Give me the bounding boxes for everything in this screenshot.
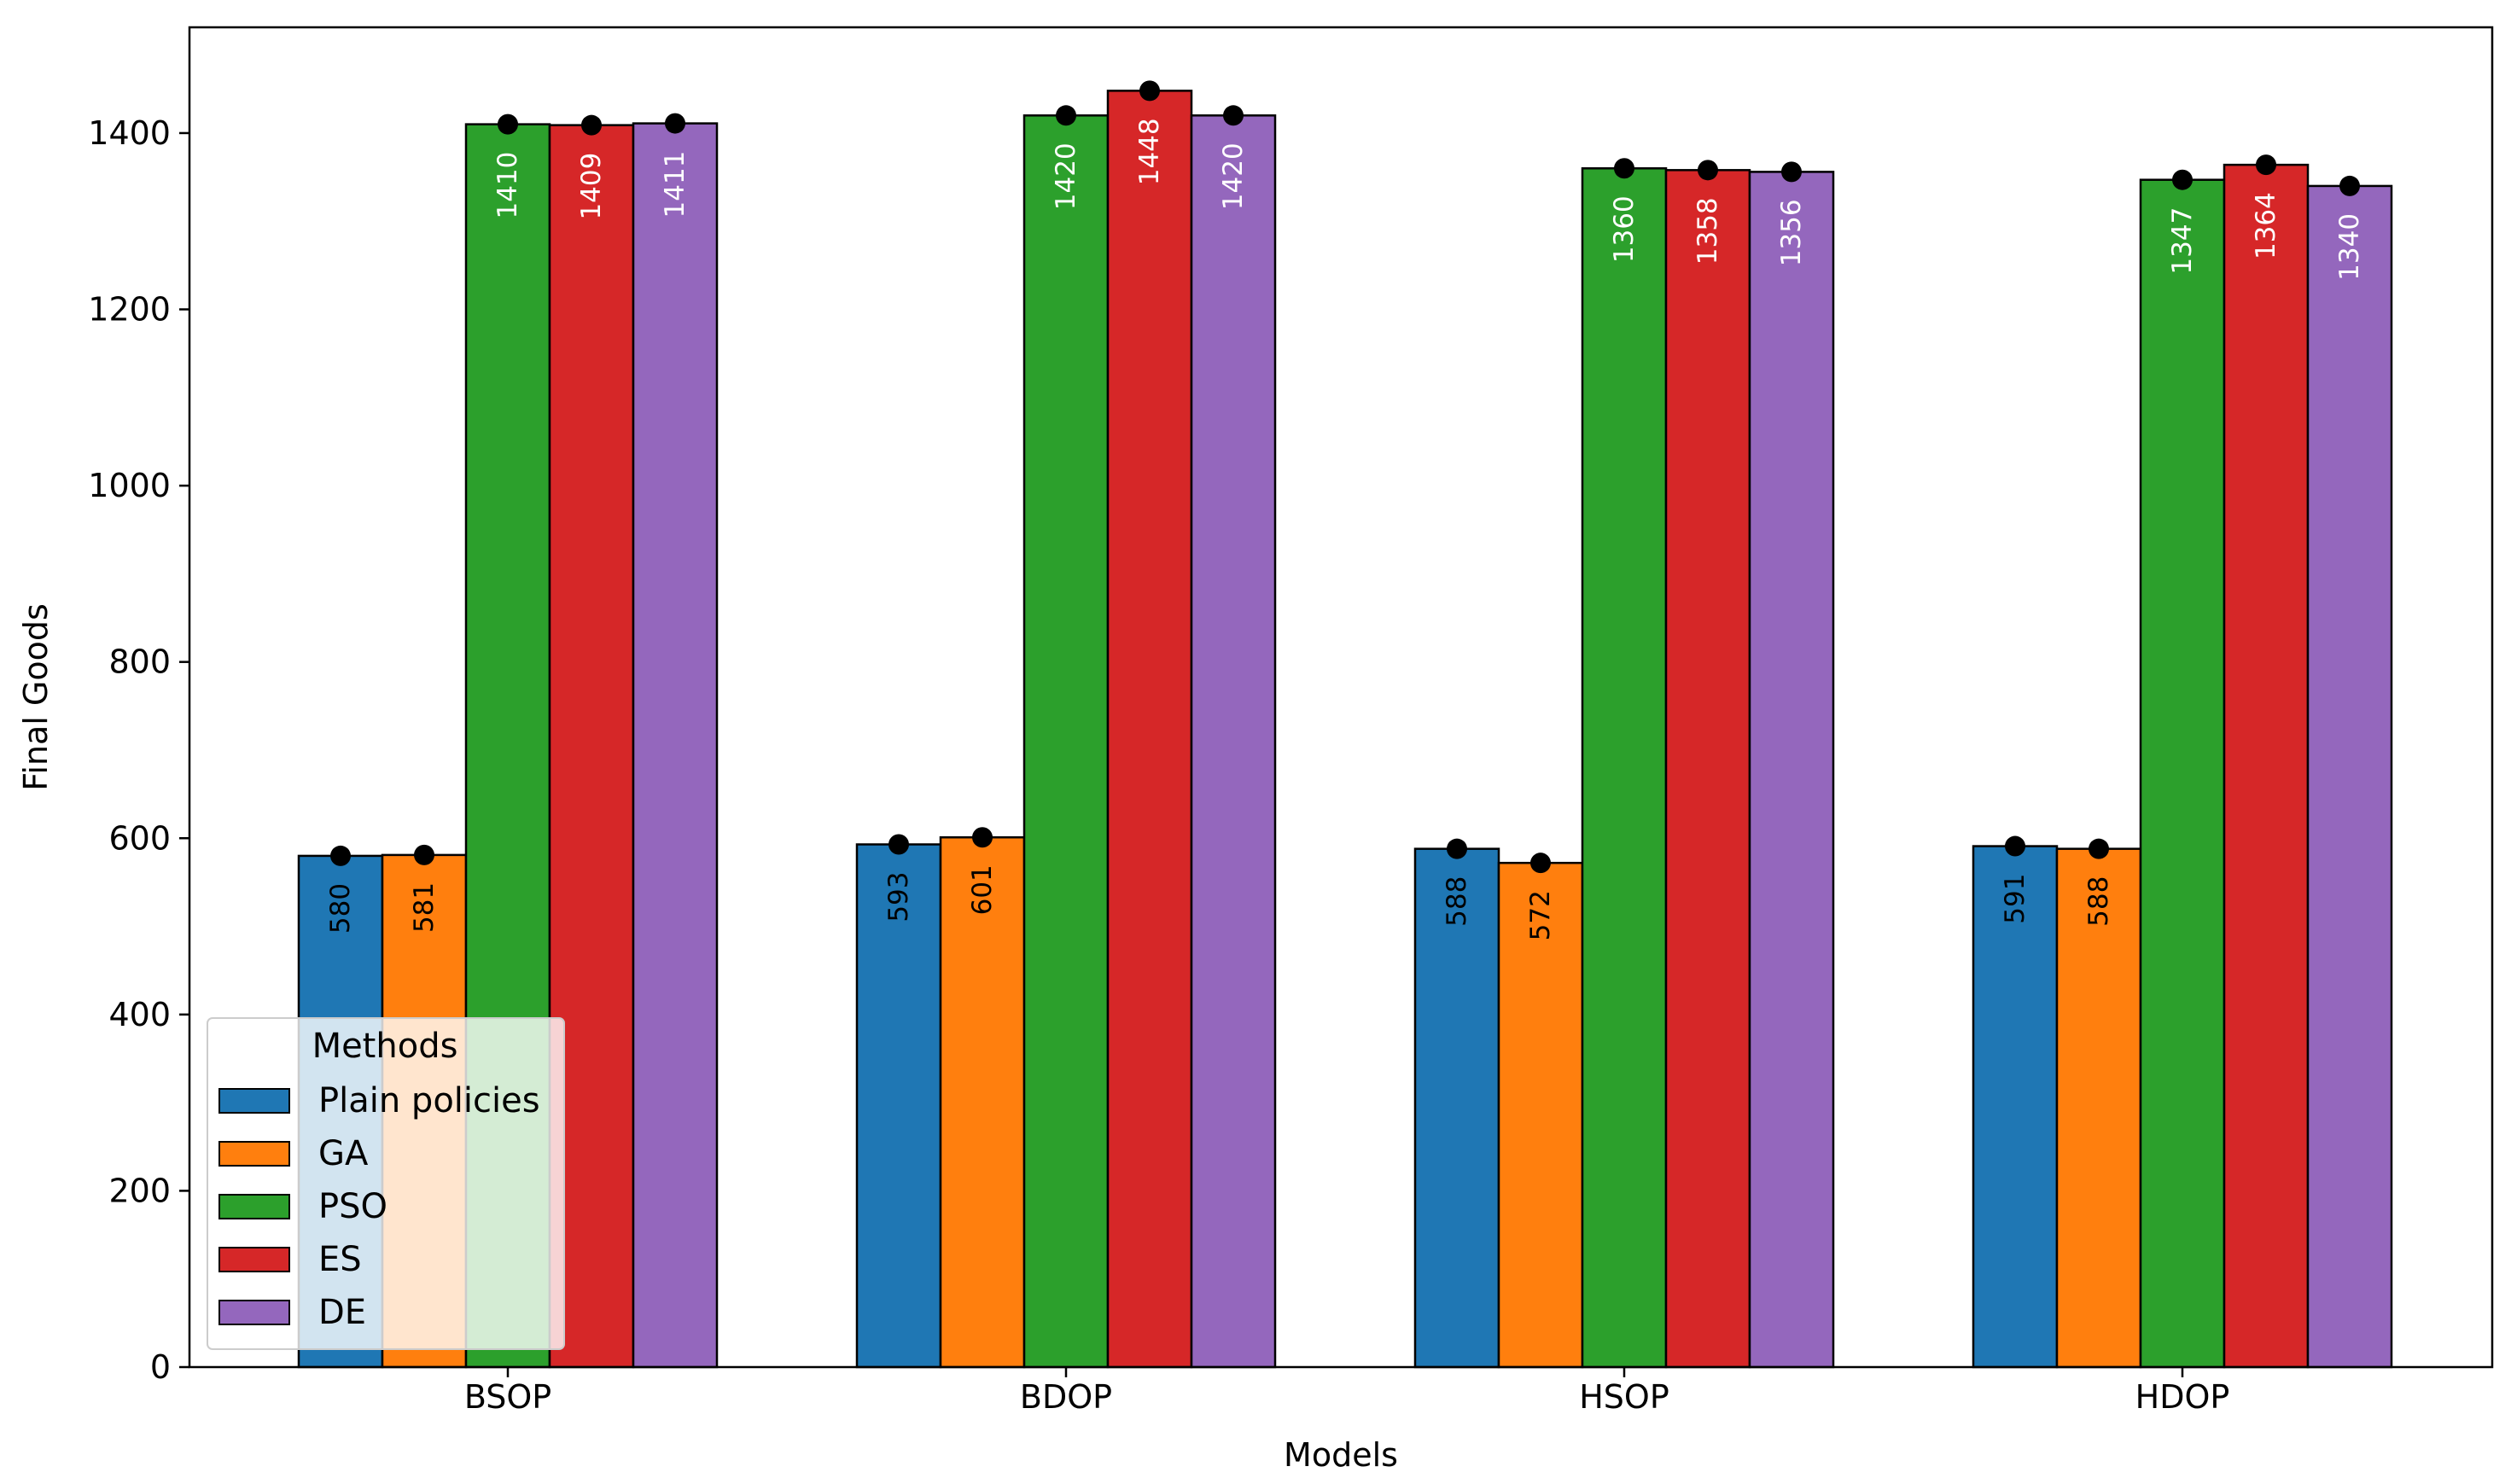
y-tick-label: 600 — [108, 819, 171, 857]
marker-bdop-plain-policies — [888, 834, 909, 855]
x-tick-label: HDOP — [2135, 1378, 2230, 1416]
bar-hdop-plain-policies — [1972, 845, 2059, 1369]
bar-hsop-plain-policies — [1413, 847, 1500, 1369]
bar-value-label: 1420 — [1218, 143, 1249, 210]
bar-value-label: 593 — [883, 871, 914, 922]
y-axis-label: Final Goods — [17, 603, 55, 791]
marker-bdop-ga — [972, 827, 993, 848]
marker-hsop-es — [1698, 160, 1718, 181]
marker-hsop-ga — [1530, 853, 1551, 874]
bar-value-label: 1340 — [2334, 213, 2365, 281]
y-tick-label: 200 — [108, 1172, 171, 1209]
marker-bsop-pso — [498, 113, 518, 135]
marker-hsop-plain-policies — [1447, 838, 1467, 859]
bar-value-label: 1410 — [492, 152, 523, 219]
legend: Methods Plain policies GA PSO ES DE — [207, 1017, 565, 1350]
legend-title: Methods — [312, 1027, 458, 1066]
y-tick-label: 0 — [150, 1348, 171, 1386]
x-axis: BSOP BDOP HSOP HDOP — [464, 1367, 2230, 1416]
bar-value-label: 1409 — [576, 153, 607, 220]
bar-bdop-de — [1190, 114, 1277, 1369]
bar-value-label: 1347 — [2167, 207, 2198, 275]
marker-bsop-ga — [414, 844, 434, 865]
bar-hsop-pso — [1581, 167, 1668, 1369]
bar-value-label: 572 — [1525, 890, 1556, 940]
bar-value-label: 580 — [325, 883, 356, 934]
bar-value-label: 601 — [967, 864, 998, 915]
legend-label: ES — [318, 1240, 362, 1279]
bar-value-label: 591 — [2000, 874, 2030, 924]
marker-bsop-plain-policies — [330, 845, 351, 866]
x-tick-label: BDOP — [1020, 1378, 1112, 1416]
marker-hdop-plain-policies — [2005, 835, 2025, 857]
bars-layer — [297, 90, 2393, 1369]
y-axis: 0 200 400 600 800 1000 1200 1400 — [88, 114, 189, 1386]
legend-swatch-es — [218, 1247, 290, 1272]
legend-box — [207, 1017, 565, 1350]
marker-bdop-pso — [1056, 105, 1076, 126]
legend-label: Plain policies — [318, 1081, 540, 1120]
marker-hsop-de — [1781, 161, 1802, 183]
bar-hdop-es — [2223, 163, 2310, 1369]
y-tick-label: 800 — [108, 643, 171, 681]
legend-swatch-pso — [218, 1194, 290, 1219]
plot-frame — [188, 26, 2494, 1369]
x-axis-label: Models — [1284, 1436, 1398, 1474]
bar-value-label: 1364 — [2251, 192, 2281, 259]
bar-bdop-pso — [1022, 114, 1110, 1369]
markers-layer — [330, 80, 2360, 874]
y-tick-label: 1200 — [88, 291, 171, 329]
y-tick-label: 1400 — [88, 114, 171, 152]
marker-hdop-pso — [2172, 169, 2193, 190]
marker-hdop-de — [2339, 175, 2360, 196]
bar-hsop-de — [1748, 171, 1835, 1369]
bar-hsop-es — [1664, 169, 1751, 1369]
bar-value-label: 1448 — [1134, 118, 1165, 185]
marker-hdop-ga — [2089, 838, 2109, 859]
bar-labels-layer: 580 581 1410 1409 1411 593 601 1420 1448 1420 588 5… — [325, 118, 2365, 940]
legend-items: Plain policies GA PSO ES DE — [218, 1081, 540, 1332]
bar-value-label: 588 — [1442, 876, 1472, 927]
bar-bdop-ga — [939, 835, 1026, 1369]
bar-value-label: 1411 — [660, 151, 690, 218]
legend-label: PSO — [318, 1187, 387, 1226]
legend-swatch-plain-policies — [218, 1088, 290, 1114]
legend-swatch-ga — [218, 1141, 290, 1167]
legend-label: GA — [318, 1134, 369, 1173]
y-tick-label: 400 — [108, 996, 171, 1033]
marker-hdop-es — [2256, 154, 2276, 176]
marker-bsop-es — [581, 114, 602, 136]
y-tick-label: 1000 — [88, 467, 171, 504]
bar-value-label: 1420 — [1051, 143, 1081, 210]
bar-hdop-pso — [2139, 178, 2226, 1369]
legend-swatch-de — [218, 1300, 290, 1325]
bar-value-label: 1360 — [1609, 195, 1640, 263]
bar-value-label: 581 — [409, 882, 440, 933]
legend-label: DE — [318, 1293, 366, 1332]
x-tick-label: HSOP — [1579, 1378, 1669, 1416]
marker-bsop-de — [665, 113, 685, 134]
marker-hsop-pso — [1614, 158, 1634, 179]
marker-bdop-de — [1223, 105, 1244, 126]
bar-value-label: 588 — [2083, 876, 2114, 927]
bar-value-label: 1356 — [1776, 199, 1807, 266]
bar-bsop-de — [632, 122, 719, 1369]
bar-hdop-de — [2306, 184, 2393, 1369]
bar-bdop-es — [1106, 90, 1193, 1369]
marker-bdop-es — [1139, 80, 1160, 102]
bar-value-label: 1358 — [1692, 197, 1723, 265]
x-tick-label: BSOP — [464, 1378, 551, 1416]
